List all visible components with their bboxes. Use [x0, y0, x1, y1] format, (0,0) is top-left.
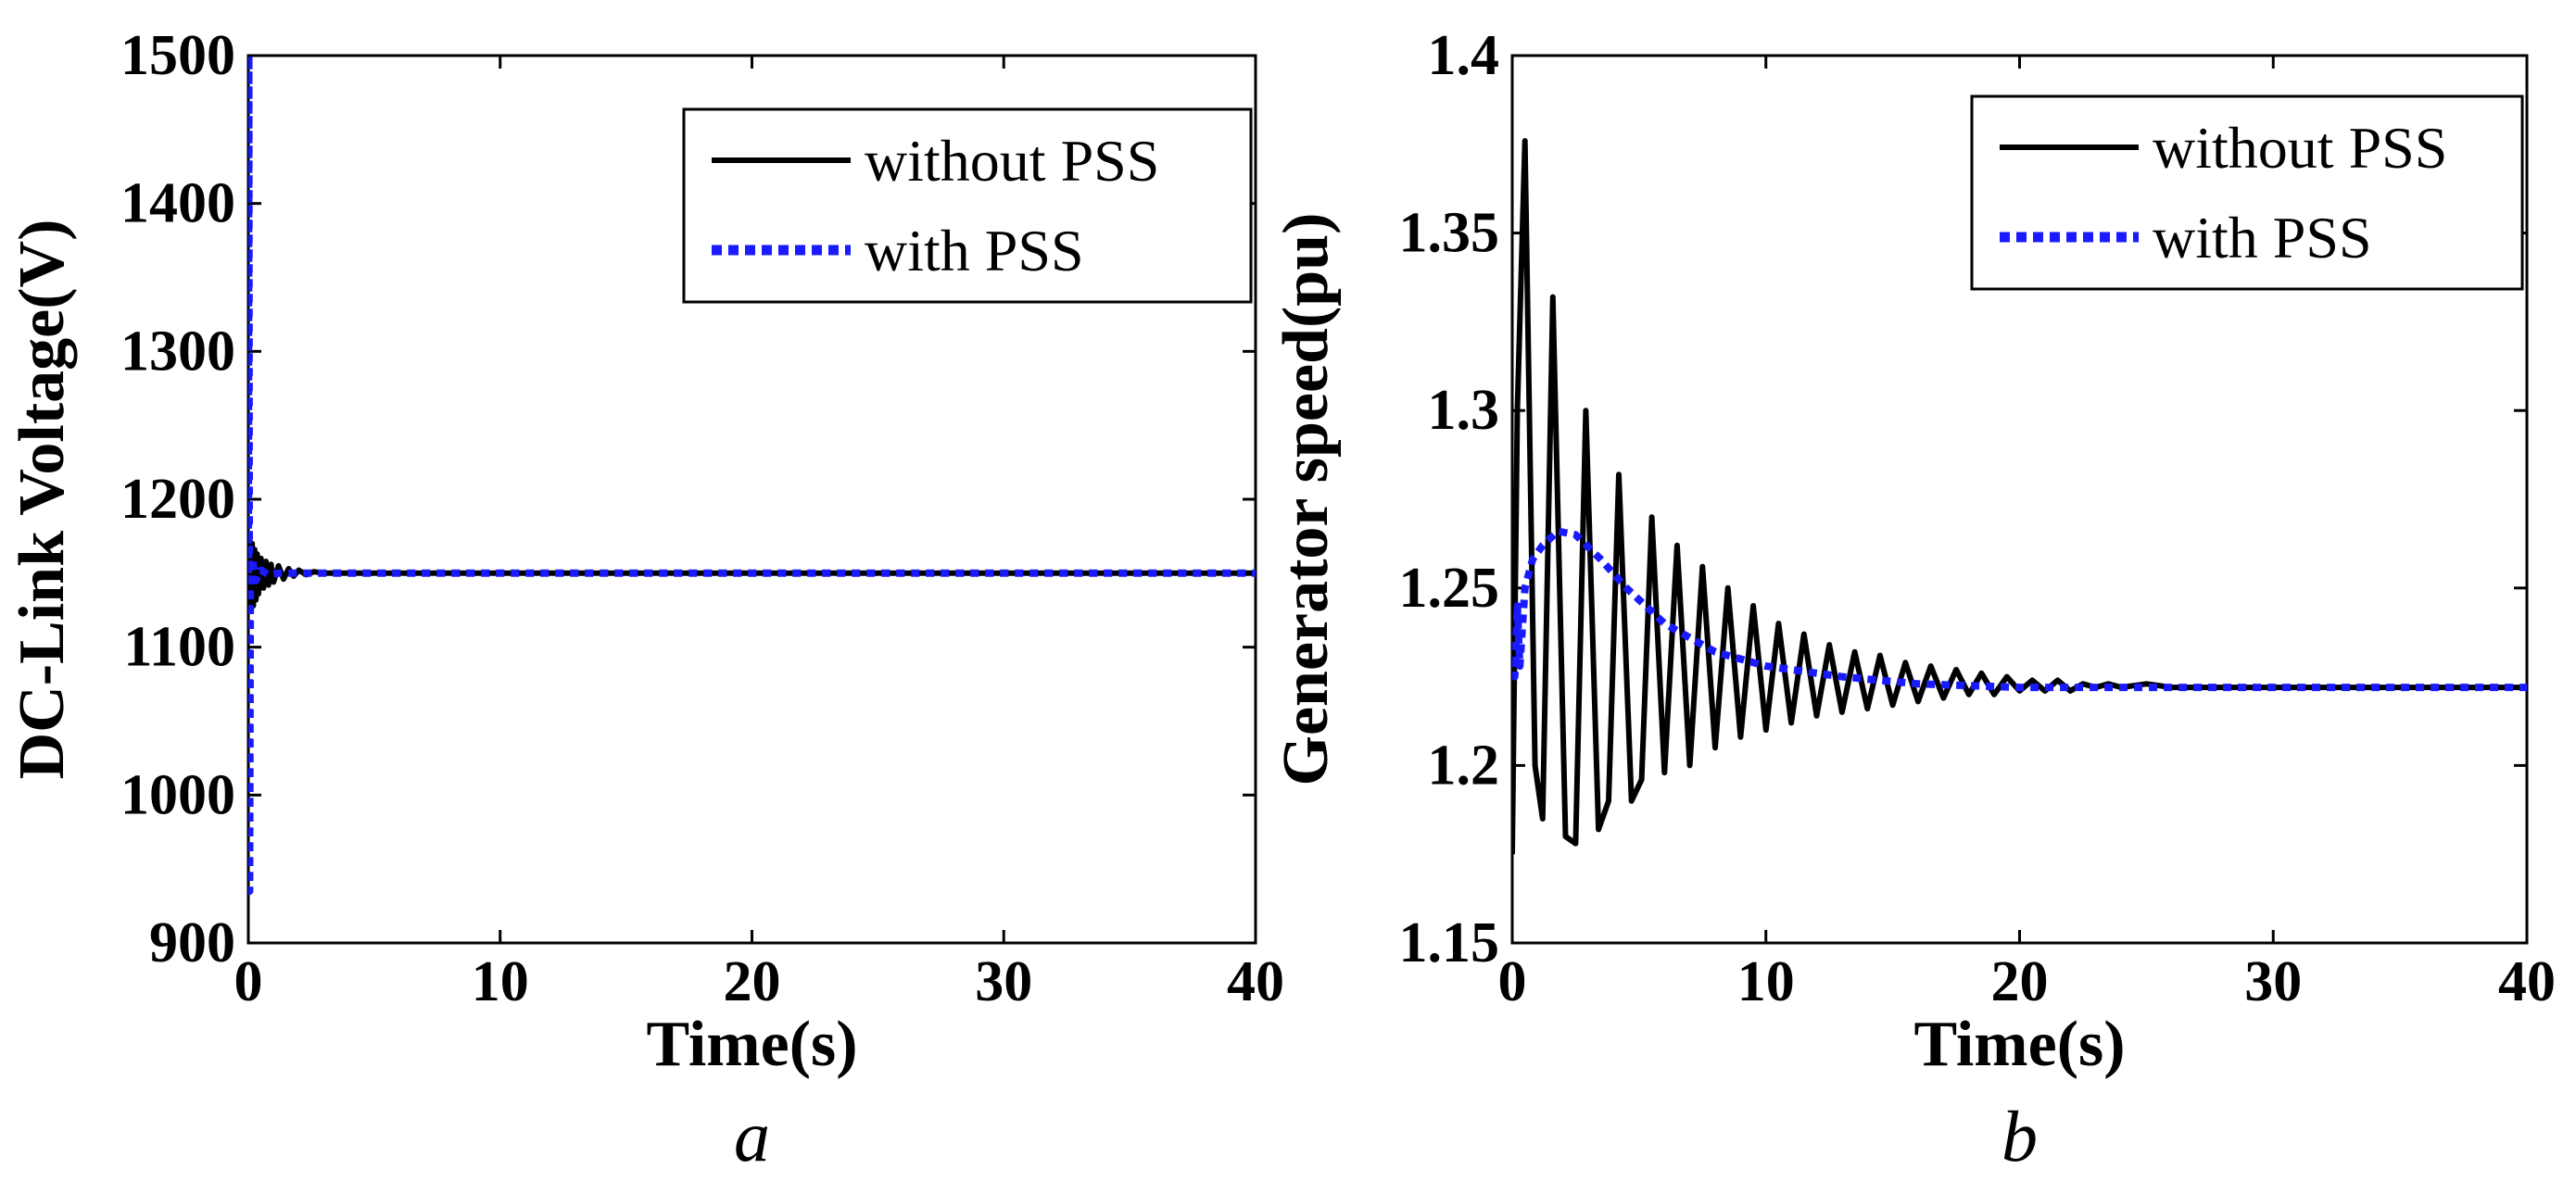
- x-tick-label: 40: [1227, 950, 1284, 1013]
- y-tick-label: 1100: [123, 616, 235, 679]
- legend-label: without PSS: [2153, 115, 2447, 181]
- y-axis-label: DC-Link Voltage(V): [6, 220, 78, 780]
- x-tick-label: 20: [724, 950, 781, 1013]
- x-tick-label: 30: [2244, 950, 2302, 1013]
- panel-letter: a: [734, 1096, 770, 1176]
- x-tick-label: 40: [2498, 950, 2556, 1013]
- y-tick-label: 1300: [120, 320, 235, 383]
- y-tick-label: 1.35: [1399, 202, 1500, 265]
- x-tick-label: 10: [1737, 950, 1795, 1013]
- y-tick-label: 1.25: [1399, 557, 1500, 620]
- x-axis-label: Time(s): [1913, 1009, 2125, 1080]
- legend-box: [682, 107, 1253, 304]
- legend-box: [1970, 94, 2524, 291]
- chart-panel-a: 0 10 20 30 40 900 1000 1100 1200 1300 1400 1500 Time…: [6, 24, 1284, 1176]
- series-line-without-pss: [1512, 138, 2527, 855]
- y-tick-label: 900: [149, 911, 235, 974]
- x-tick-label: 10: [472, 950, 529, 1013]
- chart-panel-b: 0 10 20 30 40 1.15 1.2 1.25 1.3 1.35 1.4 Time(s) Gen…: [1270, 24, 2556, 1176]
- series-line-with-pss: [248, 56, 1256, 896]
- legend-label: without PSS: [865, 128, 1159, 194]
- y-tick-label: 1500: [120, 24, 235, 87]
- legend-label: with PSS: [2153, 205, 2372, 270]
- y-tick-label: 1.4: [1428, 24, 1500, 87]
- x-tick-label: 20: [1991, 950, 2049, 1013]
- x-tick-label: 0: [234, 950, 263, 1013]
- x-tick-label: 30: [975, 950, 1032, 1013]
- y-tick-label: 1.15: [1399, 911, 1500, 974]
- x-tick-label: 0: [1498, 950, 1527, 1013]
- y-tick-label: 1200: [120, 468, 235, 531]
- y-tick-label: 1400: [120, 172, 235, 235]
- y-tick-label: 1000: [120, 763, 235, 826]
- y-tick-label: 1.2: [1428, 734, 1500, 797]
- y-axis-label: Generator speed(pu): [1270, 213, 1342, 786]
- legend-label: with PSS: [865, 218, 1084, 283]
- y-tick-label: 1.3: [1428, 379, 1500, 442]
- x-axis-label: Time(s): [646, 1009, 857, 1080]
- series-line-with-pss: [1512, 527, 2527, 692]
- panel-letter: b: [2001, 1096, 2038, 1176]
